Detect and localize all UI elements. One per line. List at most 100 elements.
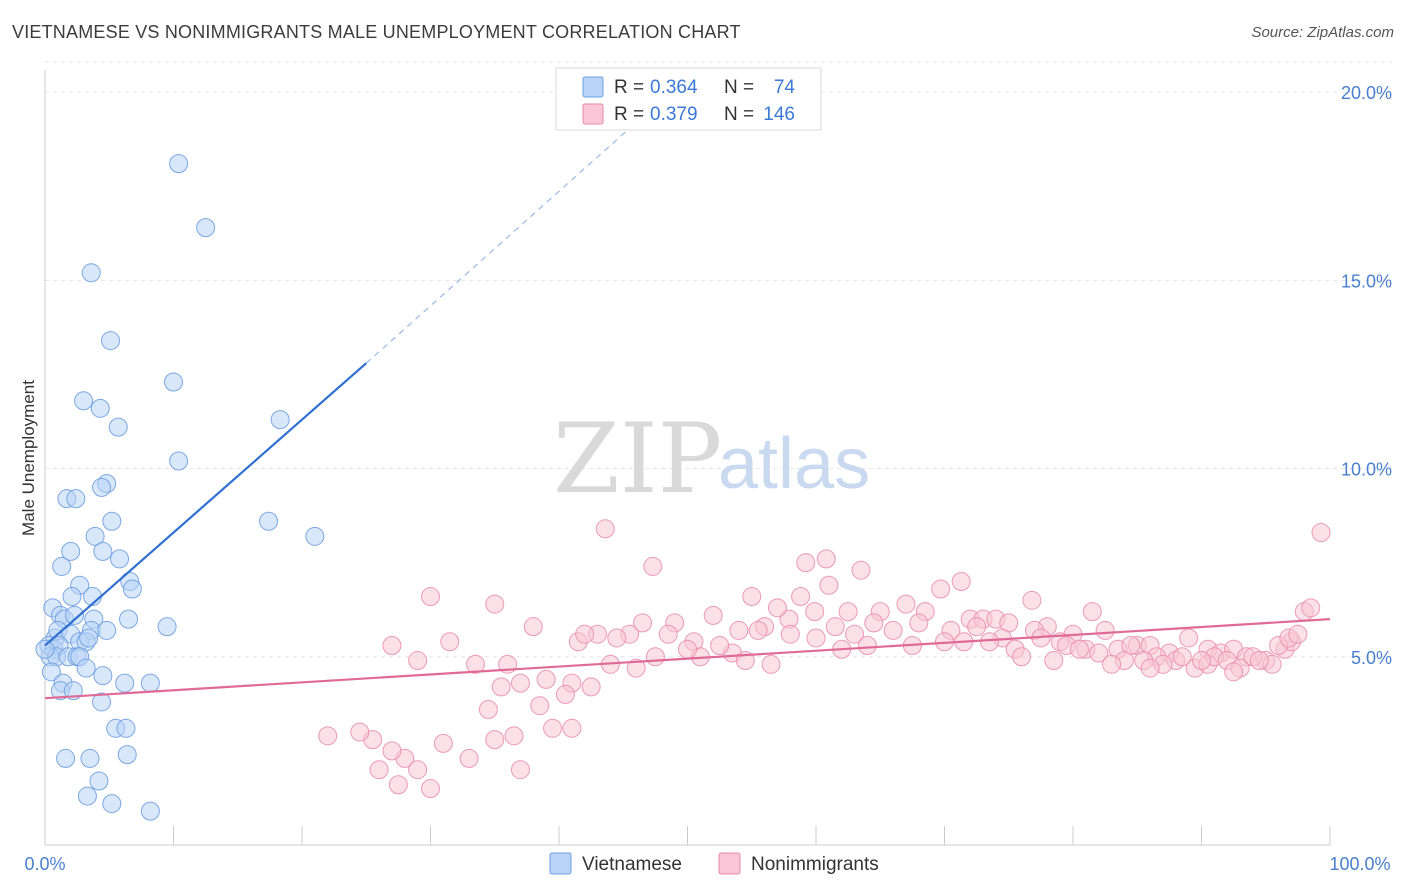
legend-n-value-2: 146 — [763, 104, 795, 125]
nonimmigrants-point — [510, 760, 530, 780]
nonimmigrants-point — [1095, 620, 1115, 640]
vietnamese-point — [108, 417, 128, 437]
nonimmigrants-point — [729, 620, 749, 640]
nonimmigrants-point — [1192, 651, 1211, 671]
x-axis-ticks — [44, 826, 1331, 845]
x-tick-label-min: 0.0% — [24, 854, 65, 874]
vietnamese-point — [164, 372, 183, 392]
nonimmigrants-point — [510, 673, 530, 693]
vietnamese-point — [92, 692, 112, 712]
vietnamese-point — [89, 771, 109, 791]
nonimmigrants-point — [555, 684, 575, 704]
nonimmigrants-point — [382, 741, 402, 761]
nonimmigrants-point — [791, 587, 811, 607]
nonimmigrants-point — [530, 696, 550, 716]
nonimmigrants-point — [931, 579, 951, 599]
bottom-legend-nonimmigrants-label: Nonimmigrants — [751, 854, 879, 875]
nonimmigrants-point — [491, 677, 511, 697]
nonimmigrants-point — [607, 628, 627, 648]
nonimmigrants-point — [838, 602, 858, 622]
nonimmigrants-point — [806, 628, 826, 648]
vietnamese-point — [140, 673, 160, 693]
nonimmigrants-point — [626, 658, 646, 678]
vietnamese-trend-line — [44, 362, 367, 647]
nonimmigrants-point — [1082, 602, 1102, 622]
nonimmigrants-point — [536, 669, 556, 689]
watermark-zip: ZIP — [553, 403, 722, 515]
nonimmigrants-point — [504, 726, 524, 746]
vietnamese-point — [76, 658, 96, 678]
vietnamese-point — [116, 718, 136, 738]
nonimmigrants-point — [433, 733, 453, 753]
y-tick-label: 10.0% — [1341, 460, 1392, 480]
vietnamese-point — [85, 526, 105, 546]
vietnamese-point — [122, 579, 142, 599]
nonimmigrants-point — [318, 726, 338, 746]
nonimmigrants-point — [523, 617, 543, 637]
nonimmigrants-point — [1012, 647, 1032, 667]
nonimmigrants-point — [979, 632, 999, 652]
vietnamese-point — [305, 526, 325, 546]
y-axis-label: Male Unemployment — [19, 380, 38, 536]
vietnamese-point — [101, 331, 121, 351]
vietnamese-point — [92, 477, 112, 497]
nonimmigrants-point — [1224, 662, 1244, 682]
nonimmigrants-point — [825, 617, 845, 637]
vietnamese-point — [157, 617, 177, 637]
y-tick-label: 15.0% — [1341, 271, 1392, 291]
nonimmigrants-point — [485, 730, 505, 750]
nonimmigrants-point — [845, 624, 865, 644]
vietnamese-point — [80, 748, 100, 768]
nonimmigrants-point — [658, 624, 678, 644]
nonimmigrants-point — [780, 624, 800, 644]
vietnamese-point — [110, 549, 130, 569]
x-tick-label-max: 100.0% — [1329, 854, 1390, 874]
vietnamese-point — [61, 541, 81, 561]
nonimmigrants-point — [633, 613, 653, 633]
vietnamese-point — [117, 745, 137, 765]
nonimmigrants-point — [967, 617, 987, 637]
nonimmigrants-point — [805, 602, 825, 622]
legend-n-label-2: N = — [724, 104, 754, 125]
nonimmigrants-point — [1069, 639, 1089, 659]
vietnamese-point — [169, 451, 189, 471]
nonimmigrants-points — [318, 519, 1331, 799]
vietnamese-point — [52, 556, 72, 576]
nonimmigrants-point — [796, 553, 816, 573]
nonimmigrants-point — [883, 620, 903, 640]
nonimmigrants-point — [643, 556, 663, 576]
nonimmigrants-point — [703, 605, 723, 625]
nonimmigrants-point — [1044, 651, 1064, 671]
chart-title: VIETNAMESE VS NONIMMIGRANTS MALE UNEMPLO… — [12, 22, 741, 42]
vietnamese-point — [259, 511, 279, 531]
nonimmigrants-point — [408, 651, 428, 671]
nonimmigrants-point — [1089, 643, 1109, 663]
legend-r-value-2: 0.379 — [650, 104, 698, 125]
legend-r-label-2: R = — [614, 104, 644, 125]
vietnamese-point — [169, 154, 189, 174]
nonimmigrants-point — [1102, 654, 1122, 674]
vietnamese-point — [102, 511, 122, 531]
nonimmigrants-point — [1288, 624, 1308, 644]
nonimmigrants-point — [408, 760, 428, 780]
vietnamese-point — [35, 639, 55, 659]
vietnamese-point — [66, 489, 86, 509]
nonimmigrants-point — [595, 519, 615, 539]
vietnamese-point — [93, 541, 113, 561]
nonimmigrants-point — [767, 598, 787, 618]
y-tick-labels: 5.0% 10.0% 15.0% 20.0% — [1341, 83, 1392, 668]
vietnamese-point — [79, 628, 99, 648]
nonimmigrants-point — [388, 775, 408, 795]
vietnamese-point — [140, 801, 160, 821]
nonimmigrants-point — [465, 654, 485, 674]
legend-nonimmigrants-swatch — [582, 103, 604, 125]
nonimmigrants-point — [440, 632, 460, 652]
legend-vietnamese-swatch — [582, 76, 604, 98]
vietnamese-point — [77, 786, 97, 806]
nonimmigrants-point — [1172, 647, 1192, 667]
vietnamese-point — [102, 794, 122, 814]
nonimmigrants-point — [581, 677, 601, 697]
nonimmigrants-point — [742, 587, 762, 607]
nonimmigrants-point — [909, 613, 929, 633]
